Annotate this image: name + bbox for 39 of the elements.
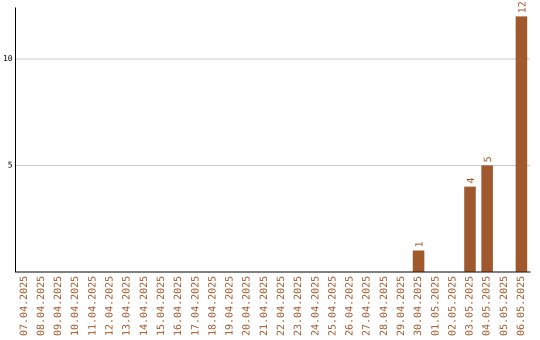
data-label: 4 [466, 178, 477, 184]
x-tick-label: 01.05.2025 [430, 276, 442, 336]
x-tick-label: 04.05.2025 [482, 276, 493, 336]
x-tick-label: 24.04.2025 [310, 276, 322, 336]
y-tick-label: 10 [2, 54, 13, 63]
x-tick-label: 07.04.2025 [18, 276, 30, 336]
x-tick-label: 06.05.2025 [516, 276, 528, 336]
bar [481, 165, 493, 272]
x-tick-label: 15.04.2025 [156, 276, 167, 336]
x-tick-label: 17.04.2025 [190, 276, 202, 336]
x-tick-label: 19.04.2025 [224, 276, 236, 336]
x-tick-label: 12.04.2025 [104, 276, 116, 336]
x-tick-label: 02.05.2025 [447, 276, 458, 336]
x-tick-label: 03.05.2025 [464, 276, 476, 336]
bar [516, 16, 528, 272]
x-tick-label: 10.04.2025 [70, 276, 82, 336]
x-tick-label: 29.04.2025 [396, 276, 407, 336]
x-tick-label: 13.04.2025 [122, 276, 133, 336]
x-tick-label: 25.04.2025 [327, 276, 338, 336]
bar [464, 186, 476, 272]
data-label: 1 [414, 241, 426, 248]
x-tick-label: 21.04.2025 [258, 276, 270, 336]
x-tick-label: 16.04.2025 [173, 276, 184, 336]
x-tick-label: 30.04.2025 [413, 276, 424, 336]
data-label: 12 [517, 1, 528, 14]
x-tick-label: 18.04.2025 [207, 276, 218, 336]
x-tick-label: 23.04.2025 [293, 276, 304, 336]
x-tick-label: 28.04.2025 [378, 276, 390, 336]
x-tick-label: 05.05.2025 [498, 276, 510, 336]
x-tick-label: 08.04.2025 [36, 276, 47, 336]
bar [412, 250, 424, 272]
x-tick-label: 27.04.2025 [362, 276, 373, 336]
x-tick-label: 22.04.2025 [276, 276, 287, 336]
data-label: 5 [483, 156, 494, 162]
x-tick-label: 26.04.2025 [344, 276, 356, 336]
x-tick-label: 20.04.2025 [242, 276, 253, 336]
x-tick-label: 14.04.2025 [138, 276, 150, 336]
x-tick-label: 09.04.2025 [53, 276, 64, 336]
x-tick-label: 11.04.2025 [87, 276, 98, 336]
